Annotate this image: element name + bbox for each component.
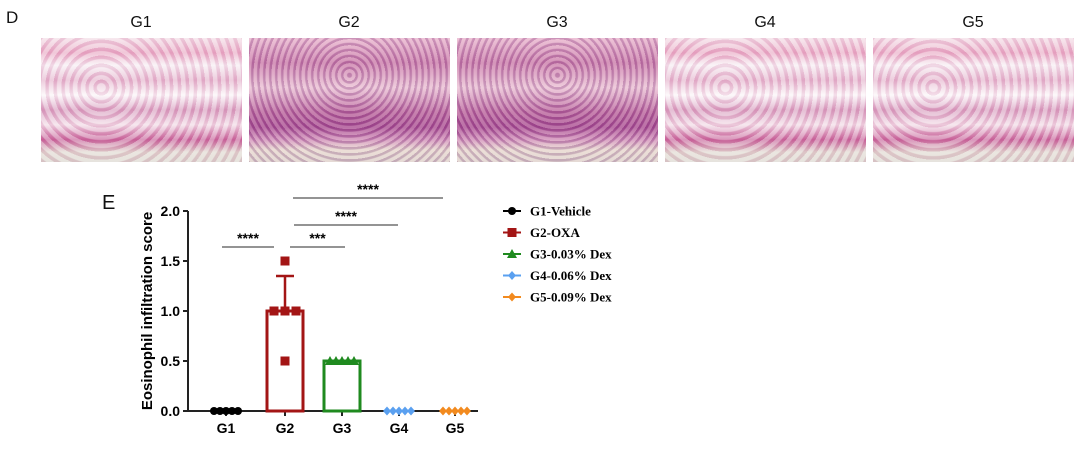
significance-label-G1-G2: **** bbox=[237, 230, 259, 246]
data-point-G1 bbox=[210, 407, 218, 415]
data-point-G4 bbox=[401, 406, 409, 416]
data-point-G2 bbox=[291, 306, 301, 316]
y-tick-label: 0.0 bbox=[161, 403, 181, 419]
x-tick-label-G3: G3 bbox=[333, 420, 352, 436]
data-point-G5 bbox=[463, 406, 471, 416]
histology-image-g5 bbox=[873, 38, 1074, 162]
legend-entry: G4-0.06% Dex bbox=[530, 268, 612, 283]
data-point-G2 bbox=[269, 306, 279, 316]
data-point-G2 bbox=[280, 256, 290, 266]
data-point-G1 bbox=[216, 407, 224, 415]
legend-marker bbox=[508, 207, 516, 215]
panel-title-g4: G4 bbox=[754, 14, 776, 31]
significance-label-G2-G4: **** bbox=[335, 208, 357, 224]
legend-marker bbox=[508, 271, 516, 280]
legend-marker bbox=[507, 228, 517, 237]
x-tick-label-G2: G2 bbox=[276, 420, 295, 436]
data-point-G4 bbox=[383, 406, 391, 416]
histology-image-g4 bbox=[665, 38, 866, 162]
panel-title-g3: G3 bbox=[546, 14, 568, 31]
data-point-G2 bbox=[280, 306, 290, 316]
data-point-G2 bbox=[280, 356, 290, 366]
data-point-G4 bbox=[389, 406, 397, 416]
data-point-G4 bbox=[407, 406, 415, 416]
bar-G3 bbox=[322, 359, 362, 413]
y-tick-label: 1.5 bbox=[161, 253, 181, 269]
data-point-G3 bbox=[349, 356, 359, 365]
histology-image-g1 bbox=[41, 38, 242, 162]
significance-label-G2-G5: **** bbox=[357, 181, 379, 197]
panel-title-g1: G1 bbox=[130, 14, 152, 31]
data-point-G1 bbox=[228, 407, 236, 415]
legend-entry: G3-0.03% Dex bbox=[530, 247, 612, 262]
data-point-G5 bbox=[451, 406, 459, 416]
panel-e-label: E bbox=[102, 192, 116, 214]
y-tick-label: 0.5 bbox=[161, 353, 181, 369]
panel-title-g5: G5 bbox=[962, 14, 984, 31]
data-point-G5 bbox=[445, 406, 453, 416]
x-tick-label-G1: G1 bbox=[217, 420, 236, 436]
legend-entry: G1-Vehicle bbox=[530, 204, 591, 219]
legend-entry: G2-OXA bbox=[530, 225, 580, 240]
panel-title-g2: G2 bbox=[338, 14, 360, 31]
y-axis-label: Eosinophil infiltration score bbox=[139, 212, 156, 410]
histology-image-g3 bbox=[457, 38, 658, 162]
y-tick-label: 1.0 bbox=[161, 303, 181, 319]
data-point-G1 bbox=[222, 407, 230, 415]
x-tick-label-G4: G4 bbox=[390, 420, 409, 436]
data-point-G5 bbox=[457, 406, 465, 416]
legend-marker bbox=[508, 292, 516, 302]
y-tick-label: 2.0 bbox=[161, 203, 181, 219]
legend-entry: G5-0.09% Dex bbox=[530, 290, 612, 305]
histology-image-g2 bbox=[249, 38, 450, 162]
panel-d-label: D bbox=[6, 8, 19, 27]
x-tick-label-G5: G5 bbox=[446, 420, 465, 436]
significance-label-G2-G3: *** bbox=[309, 230, 326, 246]
data-point-G1 bbox=[234, 407, 242, 415]
legend-marker bbox=[507, 249, 517, 258]
data-point-G4 bbox=[395, 406, 403, 416]
data-point-G5 bbox=[439, 406, 447, 416]
